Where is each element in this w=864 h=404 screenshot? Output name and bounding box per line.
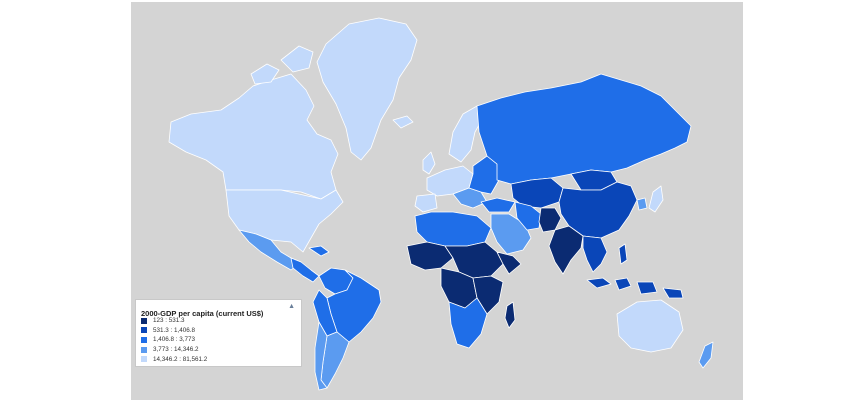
- region-australia[interactable]: [616, 299, 684, 353]
- region-chile[interactable]: [314, 321, 328, 391]
- region-afghanistan-pakistan[interactable]: [538, 207, 562, 233]
- legend-item[interactable]: 123 : 531.3: [141, 316, 296, 326]
- region-southeast-asia[interactable]: [582, 235, 608, 273]
- legend-label: 531.3 : 1,406.8: [153, 326, 196, 334]
- region-arabian-peninsula[interactable]: [490, 213, 532, 255]
- region-madagascar[interactable]: [504, 301, 516, 329]
- region-iceland[interactable]: [392, 115, 414, 129]
- world-choropleth-map[interactable]: [131, 2, 743, 400]
- region-greenland[interactable]: [316, 17, 418, 161]
- legend-title: 2000-GDP per capita (current US$): [141, 309, 264, 318]
- legend-swatch: [141, 327, 147, 334]
- legend-header: 2000-GDP per capita (current US$) ▲: [141, 303, 296, 318]
- region-korea[interactable]: [636, 197, 648, 211]
- legend-label: 3,773 : 14,346.2: [153, 346, 199, 354]
- legend-swatch: [141, 336, 147, 343]
- legend-item[interactable]: 3,773 : 14,346.2: [141, 345, 296, 355]
- region-indonesia[interactable]: [586, 277, 658, 295]
- legend-swatch: [141, 317, 147, 324]
- legend-swatch: [141, 346, 147, 353]
- legend-item[interactable]: 14,346.2 : 81,561.2: [141, 354, 296, 364]
- region-sahel-east-africa[interactable]: [444, 241, 504, 279]
- region-iran[interactable]: [514, 201, 542, 231]
- legend-swatch: [141, 356, 147, 363]
- legend-label: 14,346.2 : 81,561.2: [153, 355, 208, 363]
- legend-label: 123 : 531.3: [153, 317, 185, 325]
- region-turkey[interactable]: [480, 197, 516, 213]
- region-usa[interactable]: [225, 189, 344, 253]
- region-caribbean[interactable]: [308, 245, 330, 257]
- legend-item[interactable]: 1,406.8 : 3,773: [141, 335, 296, 345]
- region-russia[interactable]: [476, 73, 692, 185]
- region-japan[interactable]: [648, 185, 664, 213]
- legend-label: 1,406.8 : 3,773: [153, 336, 196, 344]
- region-new-zealand[interactable]: [698, 341, 714, 369]
- region-arctic-islands[interactable]: [250, 45, 314, 85]
- region-central-america[interactable]: [290, 257, 320, 283]
- legend-item[interactable]: 531.3 : 1,406.8: [141, 326, 296, 336]
- region-india[interactable]: [548, 225, 584, 275]
- region-southern-africa[interactable]: [448, 297, 488, 349]
- region-iberia[interactable]: [414, 193, 438, 213]
- region-papua-new-guinea[interactable]: [662, 287, 684, 299]
- region-west-africa[interactable]: [406, 241, 454, 271]
- region-canada[interactable]: [168, 73, 339, 200]
- region-north-africa[interactable]: [414, 211, 492, 247]
- region-philippines[interactable]: [618, 243, 628, 265]
- region-horn-of-africa[interactable]: [496, 251, 522, 275]
- map-legend: 2000-GDP per capita (current US$) ▲ 123 …: [135, 299, 302, 367]
- region-uk[interactable]: [422, 151, 436, 175]
- collapse-caret-icon[interactable]: ▲: [288, 303, 295, 310]
